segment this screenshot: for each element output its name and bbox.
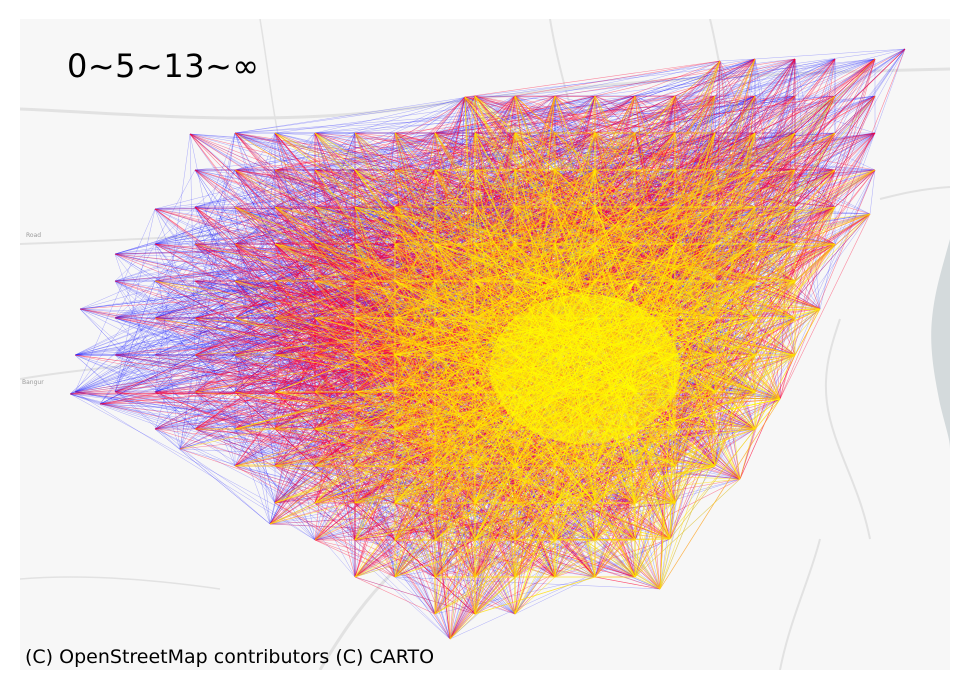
river: [931, 239, 950, 449]
legend-title: 0~5~13~∞: [67, 47, 260, 85]
road-network: [20, 19, 950, 670]
map-attribution: (C) OpenStreetMap contributors (C) CARTO: [25, 646, 435, 668]
road-label-1: Road: [26, 232, 41, 239]
map-canvas[interactable]: Road Bangur 0~5~13~∞ (C) OpenStreetMap c…: [20, 19, 950, 670]
flow-core-hotspot: [490, 294, 680, 444]
flow-lines-layer: [69, 48, 906, 640]
basemap-layer: Road Bangur: [20, 19, 950, 670]
road-label-2: Bangur: [22, 379, 44, 386]
